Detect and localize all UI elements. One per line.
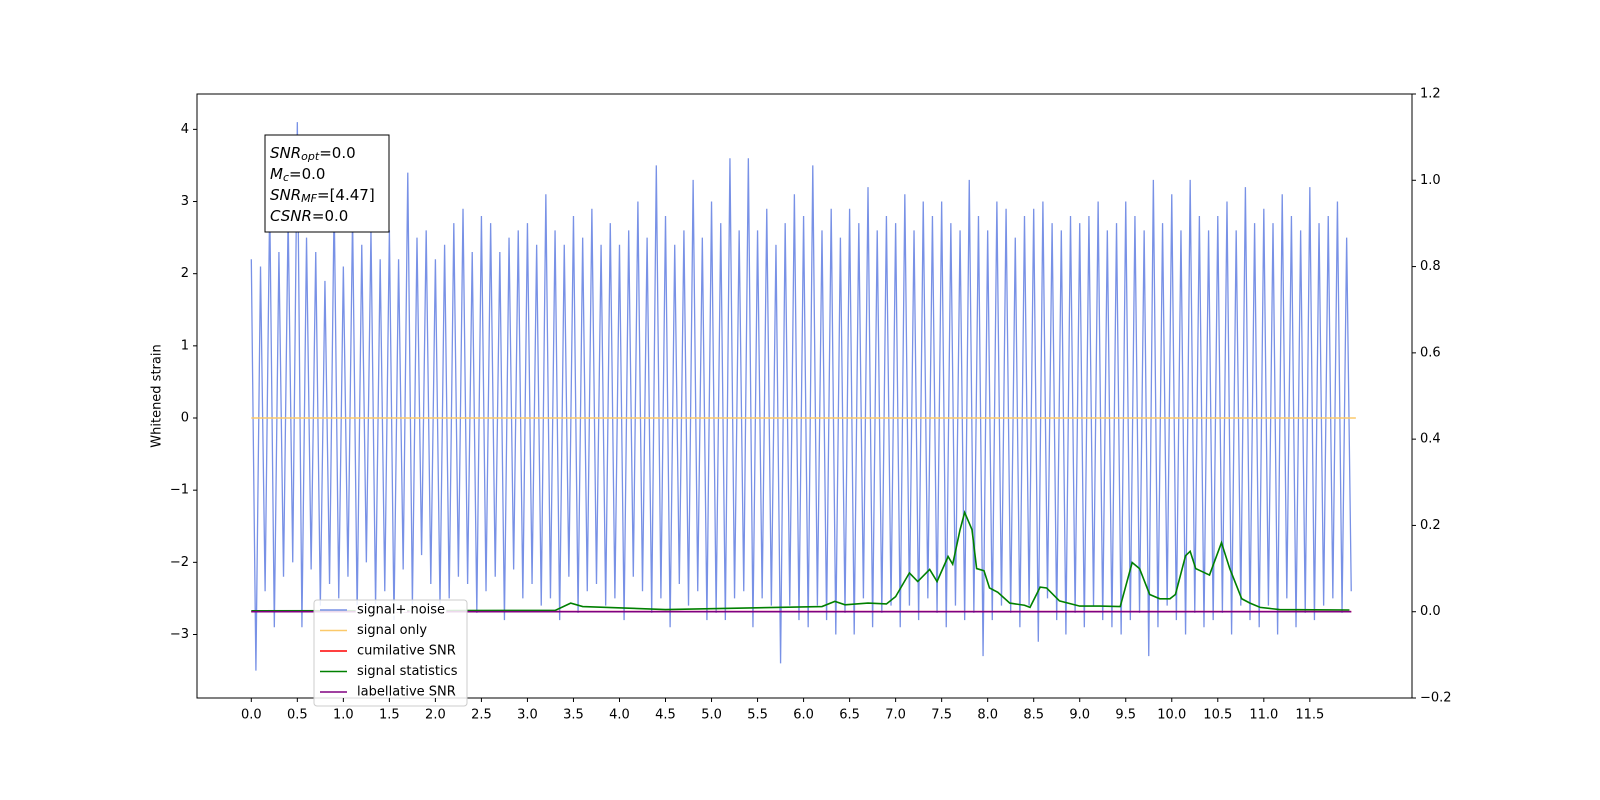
y-tick-label: 3 bbox=[181, 194, 189, 209]
y-tick-label: 0 bbox=[181, 411, 189, 426]
legend: cumilative SNR signal+ noise signal only cu… bbox=[313, 599, 468, 707]
legend-label: signal statistics bbox=[357, 664, 458, 679]
annotation-symbol: M bbox=[270, 165, 283, 183]
x-tick-label: 6.0 bbox=[793, 708, 814, 723]
x-tick-label: 4.0 bbox=[609, 708, 630, 723]
x-tick-label: 10.5 bbox=[1203, 708, 1232, 723]
x-tick-label: 5.0 bbox=[701, 708, 722, 723]
y2-tick-label: 0.4 bbox=[1420, 432, 1441, 447]
y-tick-label: 1 bbox=[181, 338, 189, 353]
legend-label: cumilative SNR bbox=[357, 644, 456, 659]
annotation-text: =0.0 bbox=[289, 165, 325, 183]
x-tick-label: 8.5 bbox=[1023, 708, 1044, 723]
x-tick-label: 0.0 bbox=[241, 708, 262, 723]
x-tick-label: 7.0 bbox=[885, 708, 906, 723]
x-tick-label: 9.0 bbox=[1069, 708, 1090, 723]
y-tick-label: 4 bbox=[181, 122, 189, 137]
axes-frame bbox=[196, 93, 1413, 699]
x-tick-label: 3.0 bbox=[517, 708, 538, 723]
legend-label: label bbox=[357, 685, 388, 700]
x-tick-label: 6.5 bbox=[839, 708, 860, 723]
legend-label: signal+ noise bbox=[357, 603, 445, 618]
y2-tick-label: 0.8 bbox=[1420, 259, 1441, 274]
annotation-text: =0.0 bbox=[312, 207, 348, 225]
y2-tick-label: 0.6 bbox=[1420, 345, 1441, 360]
x-tick-label: 9.5 bbox=[1115, 708, 1136, 723]
annotation: CSNR=0.0 bbox=[270, 207, 348, 225]
y2-tick-label: 0.2 bbox=[1420, 518, 1441, 533]
annotation-subscript: c bbox=[283, 171, 289, 184]
x-tick-label: 3.5 bbox=[563, 708, 584, 723]
y-tick-label: 2 bbox=[181, 266, 189, 281]
x-tick-label: 2.5 bbox=[471, 708, 492, 723]
series-line bbox=[251, 510, 1350, 612]
x-tick-label: 2.0 bbox=[425, 708, 446, 723]
annotation: SNRMF=[4.47] bbox=[270, 186, 375, 206]
y-tick-label: −3 bbox=[170, 627, 189, 642]
x-tick-label: 11.0 bbox=[1249, 708, 1278, 723]
legend-ghost: cumilative SNR bbox=[357, 685, 456, 700]
legend-frame bbox=[313, 599, 468, 707]
x-tick-label: 1.5 bbox=[379, 708, 400, 723]
x-tick-label: 0.5 bbox=[287, 708, 308, 723]
y-axis-label: Whitened strain bbox=[150, 344, 165, 447]
x-tick-label: 11.5 bbox=[1295, 708, 1324, 723]
x-tick-label: 1.0 bbox=[333, 708, 354, 723]
annotation-text: =0.0 bbox=[319, 144, 355, 162]
x-tick-label: 10.0 bbox=[1157, 708, 1186, 723]
legend-label: signal only bbox=[357, 623, 427, 638]
x-tick-label: 5.5 bbox=[747, 708, 768, 723]
y2-tick-label: 1.0 bbox=[1420, 173, 1441, 188]
y2-tick-label: −0.2 bbox=[1420, 691, 1452, 706]
annotation-symbol: SNR bbox=[270, 144, 301, 162]
annotation: SNRopt=0.0 bbox=[270, 144, 356, 164]
x-tick-label: 8.0 bbox=[977, 708, 998, 723]
annotation-subscript: opt bbox=[301, 150, 320, 163]
y-tick-label: −2 bbox=[170, 555, 189, 570]
annotation-subscript: MF bbox=[301, 192, 317, 205]
annotation-text: =[4.47] bbox=[317, 186, 375, 204]
y2-tick-label: 1.2 bbox=[1420, 87, 1441, 102]
annotation: Mc=0.0 bbox=[270, 165, 325, 185]
annotation-frame bbox=[264, 134, 390, 233]
y-tick-label: −1 bbox=[170, 483, 189, 498]
x-tick-label: 4.5 bbox=[655, 708, 676, 723]
x-tick-label: 7.5 bbox=[931, 708, 952, 723]
y2-tick-label: 0.0 bbox=[1420, 604, 1441, 619]
annotation-symbol: SNR bbox=[270, 186, 301, 204]
annotation-symbol: CSNR bbox=[270, 207, 312, 225]
